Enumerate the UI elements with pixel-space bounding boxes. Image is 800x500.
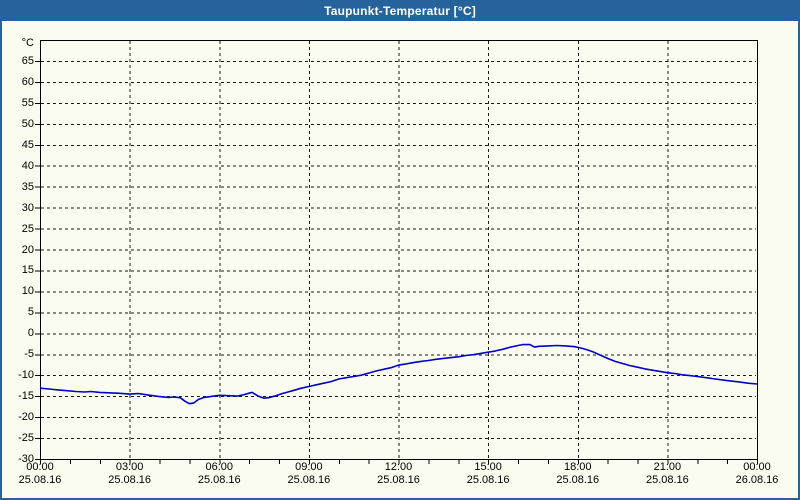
y-tick-label: 55 xyxy=(21,96,34,109)
window-titlebar[interactable]: Taupunkt-Temperatur [°C] xyxy=(2,2,798,21)
x-tick-label: 12:00 25.08.16 xyxy=(367,461,431,487)
y-tick-label: -15 xyxy=(18,390,34,403)
y-tick-label: 65 xyxy=(21,54,34,67)
x-tick-date: 25.08.16 xyxy=(108,474,152,486)
x-tick-date: 25.08.16 xyxy=(197,474,241,486)
x-tick-time: 15:00 xyxy=(474,461,502,473)
plot-frame xyxy=(40,40,758,460)
y-tick-label: 60 xyxy=(21,75,34,88)
y-tick-label: 35 xyxy=(21,180,34,193)
y-tick-label: -10 xyxy=(18,369,34,382)
y-tick-label: 15 xyxy=(21,264,34,277)
x-tick-label: 21:00 25.08.16 xyxy=(635,461,699,487)
y-tick-label: 25 xyxy=(21,222,34,235)
x-tick-date: 25.08.16 xyxy=(466,474,510,486)
y-tick-label: 50 xyxy=(21,117,34,130)
x-tick-label: 15:00 25.08.16 xyxy=(456,461,520,487)
y-tick-label: 40 xyxy=(21,159,34,172)
y-tick-label: 5 xyxy=(27,306,34,319)
x-tick-date: 25.08.16 xyxy=(377,474,420,486)
temperature-curve xyxy=(39,343,758,405)
x-tick-label: 09:00 25.08.16 xyxy=(277,461,341,487)
y-tick-label: 45 xyxy=(21,138,34,151)
x-tick-time: 00:00 xyxy=(743,461,771,473)
y-tick-label: -5 xyxy=(24,348,34,361)
x-tick-label: 18:00 25.08.16 xyxy=(546,461,610,487)
x-tick-date: 25.08.16 xyxy=(18,474,62,486)
x-tick-time: 06:00 xyxy=(205,461,234,473)
y-tick-label: -25 xyxy=(18,432,34,445)
y-tick-label: 0 xyxy=(27,327,34,340)
x-tick-label: 00:00 26.08.16 xyxy=(725,461,789,487)
x-tick-time: 09:00 xyxy=(295,461,323,473)
x-tick-time: 18:00 xyxy=(563,461,592,473)
y-tick-label: 30 xyxy=(21,201,34,214)
x-tick-label: 00:00 25.08.16 xyxy=(8,461,72,487)
x-tick-time: 03:00 xyxy=(115,461,144,473)
y-tick-label: -30 xyxy=(18,453,34,465)
x-tick-date: 25.08.16 xyxy=(645,474,689,486)
x-tick-label: 03:00 25.08.16 xyxy=(98,461,162,487)
window-title: Taupunkt-Temperatur [°C] xyxy=(324,4,476,18)
x-tick-date: 26.08.16 xyxy=(735,474,779,486)
x-tick-time: 00:00 xyxy=(26,461,54,473)
y-tick-label: 10 xyxy=(21,285,34,298)
x-tick-date: 25.08.16 xyxy=(287,474,331,486)
x-tick-date: 25.08.16 xyxy=(556,474,600,486)
x-tick-label: 06:00 25.08.16 xyxy=(187,461,251,487)
y-tick-label: 20 xyxy=(21,243,34,256)
y-tick-label: -20 xyxy=(18,411,34,424)
y-axis-unit-label: °C xyxy=(21,37,34,49)
x-tick-time: 12:00 xyxy=(384,461,413,473)
x-tick-time: 21:00 xyxy=(653,461,682,473)
